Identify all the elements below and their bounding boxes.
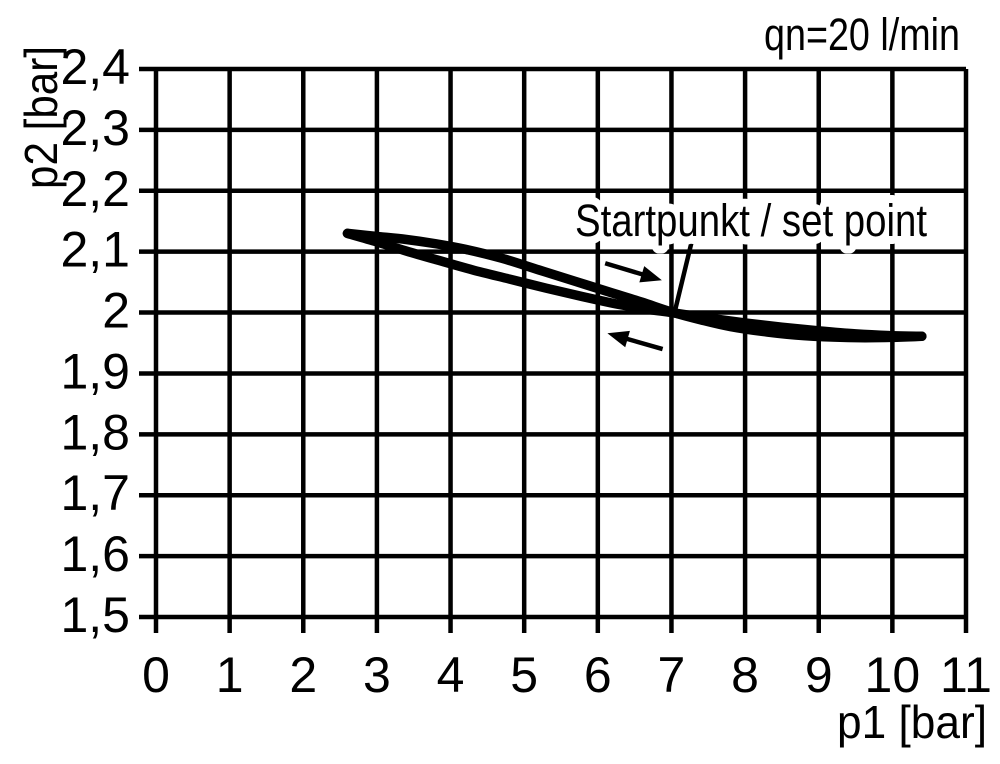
y-tick-label-1-5: 1,5 — [60, 587, 130, 643]
y-tick-label-1-8: 1,8 — [60, 404, 130, 460]
x-tick-label-1: 1 — [216, 647, 244, 703]
direction-arrow-left-head — [607, 330, 630, 348]
y-tick-label-2-4: 2,4 — [60, 39, 130, 95]
x-tick-label-7: 7 — [658, 647, 686, 703]
x-axis-label: p1 [bar] — [837, 696, 987, 748]
y-tick-label-1-7: 1,7 — [60, 465, 130, 521]
x-tick-label-4: 4 — [437, 647, 465, 703]
setpoint-annotation: Startpunkt / set point — [575, 195, 927, 246]
y-tick-label-2-1: 2,1 — [60, 222, 130, 278]
x-tick-label-10: 10 — [865, 647, 921, 703]
x-tick-label-5: 5 — [510, 647, 538, 703]
y-axis-label: p2 [bar] — [15, 46, 67, 189]
setpoint-leader-line — [672, 240, 694, 313]
x-tick-label-11: 11 — [940, 647, 992, 703]
direction-arrow-right-shaft — [604, 261, 650, 279]
y-tick-label-1-9: 1,9 — [60, 343, 130, 399]
y-tick-label-2-2: 2,2 — [60, 161, 130, 217]
direction-arrow-right-head — [639, 266, 662, 283]
y-tick-label-2: 2 — [102, 283, 130, 339]
x-tick-label-3: 3 — [363, 647, 391, 703]
x-tick-label-8: 8 — [731, 647, 759, 703]
x-tick-label-6: 6 — [584, 647, 612, 703]
x-tick-label-2: 2 — [289, 647, 317, 703]
y-tick-label-1-6: 1,6 — [60, 526, 130, 582]
curve-p1-increasing — [342, 228, 927, 343]
flow-rate-label: qn=20 l/min — [764, 9, 960, 60]
x-tick-label-9: 9 — [805, 647, 833, 703]
curve-p1-decreasing — [342, 228, 927, 342]
y-tick-label-2-3: 2,3 — [60, 100, 130, 156]
direction-arrow-left-shaft — [620, 334, 664, 352]
x-tick-label-0: 0 — [142, 647, 170, 703]
